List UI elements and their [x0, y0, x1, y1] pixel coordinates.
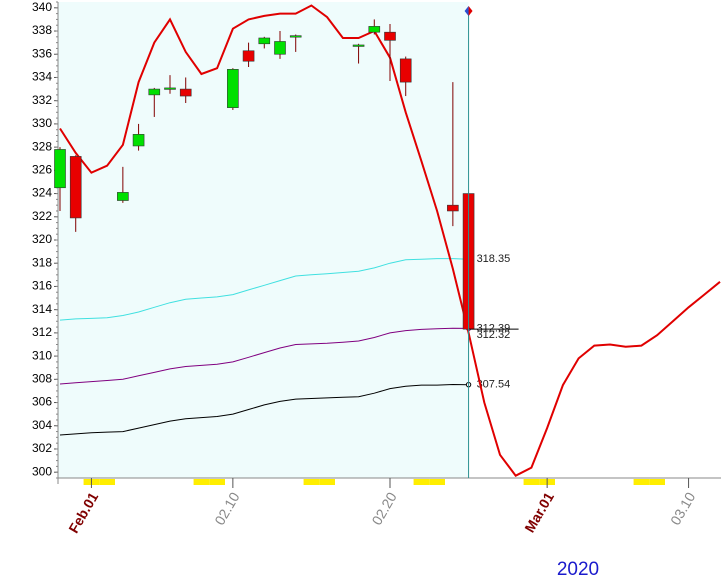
candle-body [54, 149, 66, 189]
y-tick-label: 308 [32, 371, 52, 385]
candle-body [274, 41, 286, 55]
x-tick-label: 02.10 [211, 489, 242, 528]
y-tick-label: 326 [32, 163, 52, 177]
x-tick-label: 02.20 [368, 489, 399, 528]
last-close-label: 312.32 [477, 329, 511, 341]
y-tick-label: 328 [32, 139, 52, 153]
candle-body [399, 58, 412, 83]
line-series [59, 258, 469, 321]
candle-body [69, 156, 82, 219]
candle-body [447, 204, 459, 212]
candle-body [384, 31, 396, 41]
y-tick-label: 330 [32, 116, 52, 130]
x-tick-label: Feb.01 [65, 489, 101, 536]
y-tick-label: 314 [32, 302, 52, 316]
x-tick-label: Mar.01 [521, 489, 557, 535]
candle-body [117, 192, 129, 201]
y-tick-label: 324 [32, 186, 52, 200]
weekend-marker [303, 479, 320, 485]
y-tick-label: 320 [32, 232, 52, 246]
weekend-marker [319, 479, 335, 485]
weekend-marker [649, 479, 665, 485]
x-axis-label: 2020 [557, 559, 599, 579]
weekend-marker [99, 479, 115, 485]
candle-body [289, 35, 302, 38]
y-tick-label: 310 [32, 348, 52, 362]
candle-body [164, 87, 176, 90]
line-end-label: 318.35 [477, 253, 511, 265]
candle-body [148, 88, 161, 96]
candle-body [258, 37, 271, 45]
candle-body [179, 88, 192, 97]
y-tick-label: 334 [32, 70, 52, 84]
y-tick-label: 316 [32, 279, 52, 293]
candle-body [227, 69, 239, 108]
y-tick-label: 338 [32, 23, 52, 37]
y-tick-label: 312 [32, 325, 52, 339]
x-tick-label: 03.10 [667, 489, 698, 528]
y-tick-label: 306 [32, 395, 52, 409]
weekend-marker [429, 479, 445, 485]
line-end-label: 307.54 [477, 379, 511, 391]
y-tick-label: 302 [32, 441, 52, 455]
candle-body [242, 50, 255, 62]
y-tick-label: 318 [32, 255, 52, 269]
candle-body [368, 26, 381, 33]
weekend-marker [633, 479, 650, 485]
candle-body [352, 44, 365, 47]
y-tick-label: 340 [32, 0, 52, 14]
line-end-label: 312.39 [477, 322, 511, 334]
y-tick-label: 300 [32, 464, 52, 478]
y-tick-label: 322 [32, 209, 52, 223]
cursor-handle [468, 6, 473, 16]
weekend-marker [193, 479, 210, 485]
candle-body [132, 134, 145, 147]
cursor-handle [464, 6, 469, 16]
y-tick-label: 304 [32, 418, 52, 432]
y-tick-label: 336 [32, 46, 52, 60]
weekend-marker [413, 479, 430, 485]
weekend-marker [523, 479, 540, 485]
line-series [59, 327, 469, 385]
line-series [59, 383, 469, 436]
weekend-marker [209, 479, 225, 485]
y-tick-label: 332 [32, 93, 52, 107]
